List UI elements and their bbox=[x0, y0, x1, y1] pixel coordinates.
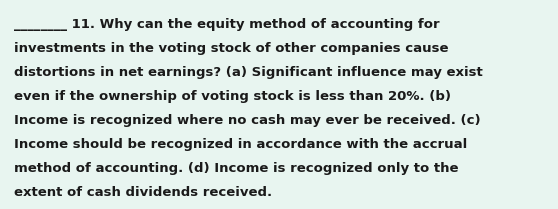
Text: even if the ownership of voting stock is less than 20%. (b): even if the ownership of voting stock is… bbox=[14, 90, 451, 103]
Text: Income is recognized where no cash may ever be received. (c): Income is recognized where no cash may e… bbox=[14, 114, 480, 127]
Text: distortions in net earnings? (a) Significant influence may exist: distortions in net earnings? (a) Signifi… bbox=[14, 66, 483, 79]
Text: ________ 11. Why can the equity method of accounting for: ________ 11. Why can the equity method o… bbox=[14, 18, 440, 31]
Text: method of accounting. (d) Income is recognized only to the: method of accounting. (d) Income is reco… bbox=[14, 162, 459, 175]
Text: extent of cash dividends received.: extent of cash dividends received. bbox=[14, 186, 272, 199]
Text: Income should be recognized in accordance with the accrual: Income should be recognized in accordanc… bbox=[14, 138, 467, 151]
Text: investments in the voting stock of other companies cause: investments in the voting stock of other… bbox=[14, 42, 449, 55]
